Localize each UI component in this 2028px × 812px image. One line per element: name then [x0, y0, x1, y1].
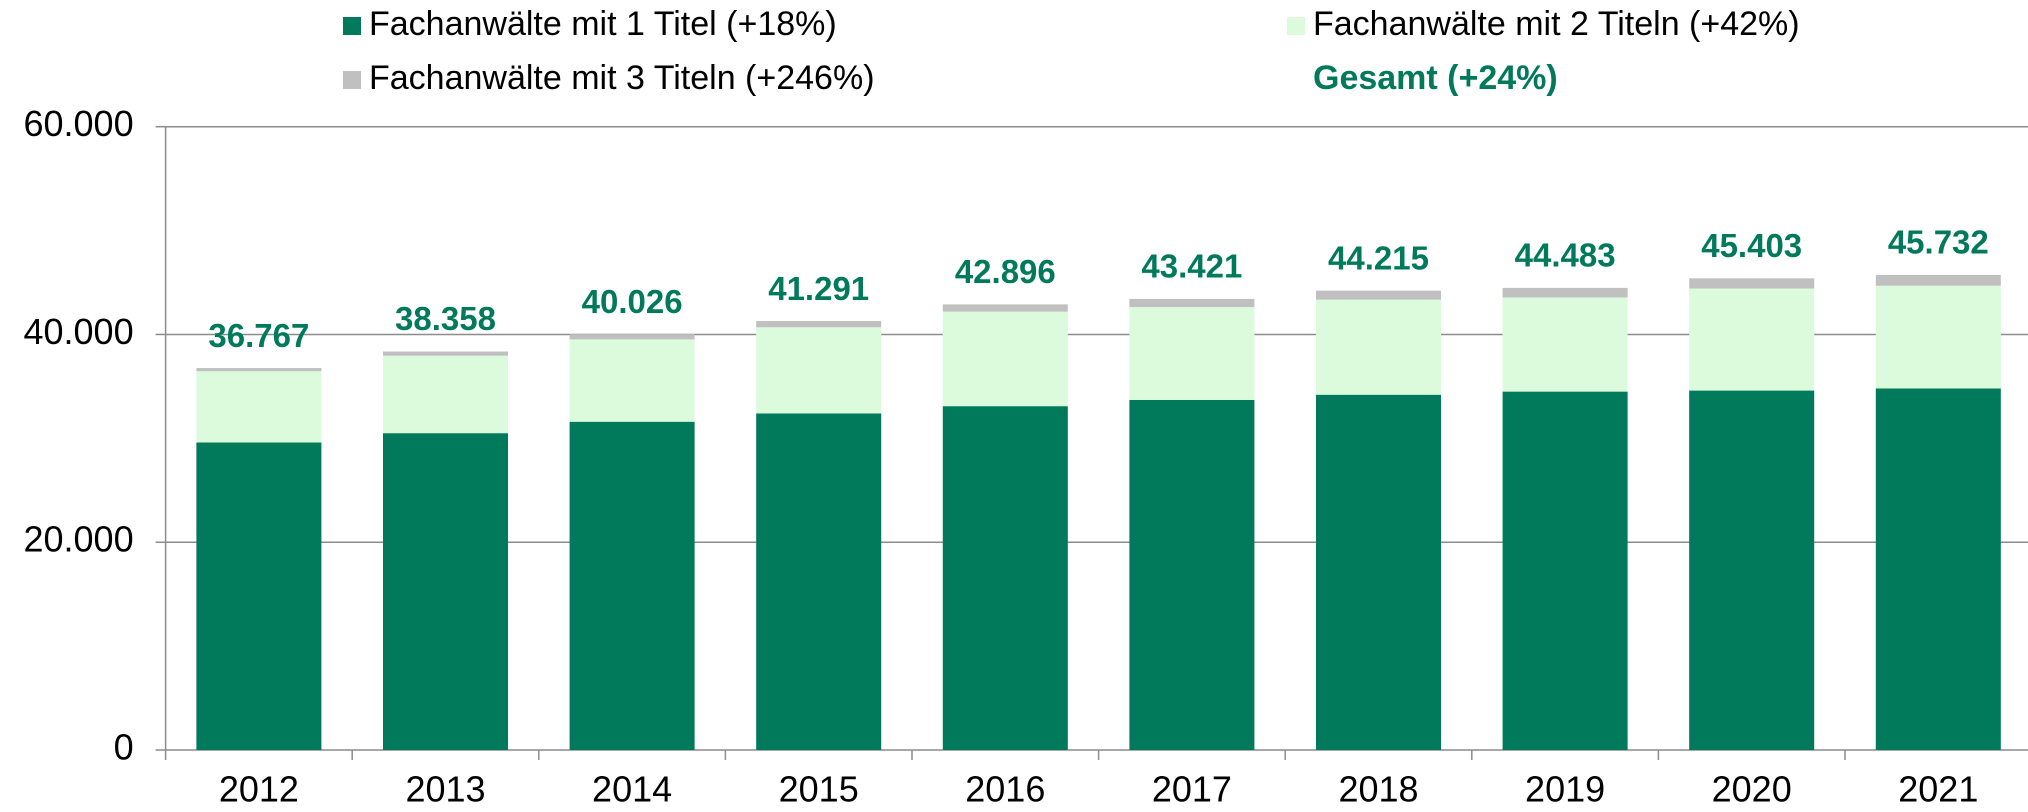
- legend-swatch: [343, 17, 361, 35]
- bar-segment: [1502, 287, 1628, 298]
- bar-segment: [1315, 299, 1442, 395]
- value-label: 42.896: [955, 253, 1056, 290]
- value-label: 38.358: [395, 300, 496, 337]
- bar-segment: [569, 421, 695, 750]
- legend-label: Fachanwälte mit 2 Titeln (+42%): [1313, 5, 1800, 43]
- bar-segment: [1502, 297, 1628, 392]
- x-tick-label: 2020: [1712, 769, 1792, 810]
- bar-segment: [756, 413, 882, 750]
- y-tick-label: 20.000: [23, 519, 133, 560]
- bar-segment: [756, 321, 882, 328]
- value-label: 36.767: [208, 317, 309, 354]
- bar-segment: [1875, 285, 2001, 389]
- bar-segment: [1689, 390, 1815, 750]
- y-tick-label: 0: [114, 727, 134, 768]
- bar-segment: [1875, 388, 2001, 750]
- x-tick-label: 2014: [592, 769, 672, 810]
- bar-segment: [942, 304, 1068, 312]
- value-label: 44.215: [1328, 239, 1429, 276]
- y-tick-label: 60.000: [23, 103, 133, 144]
- value-label: 43.421: [1141, 248, 1242, 285]
- x-tick-label: 2019: [1525, 769, 1605, 810]
- value-label: 45.403: [1701, 227, 1802, 264]
- bar-segment: [1875, 274, 2001, 286]
- x-tick-label: 2021: [1898, 769, 1978, 810]
- bar-segment: [569, 334, 695, 340]
- x-tick-label: 2015: [779, 769, 859, 810]
- legend-label: Fachanwälte mit 1 Titel (+18%): [369, 5, 837, 43]
- bar-segment: [196, 368, 322, 372]
- bar-segment: [382, 355, 509, 434]
- bar-segment: [569, 339, 695, 422]
- x-tick-label: 2016: [965, 769, 1045, 810]
- legend-swatch: [1287, 17, 1305, 35]
- bar-segment: [196, 442, 322, 750]
- value-label: 45.732: [1888, 224, 1989, 261]
- value-label: 41.291: [768, 270, 869, 307]
- bar-segment: [942, 311, 1068, 407]
- x-tick-label: 2018: [1338, 769, 1418, 810]
- bar-segment: [196, 371, 322, 443]
- bar-segment: [756, 327, 882, 414]
- bar-segment: [1129, 399, 1255, 750]
- bar-segment: [1129, 307, 1255, 400]
- bar-segment: [1315, 394, 1442, 750]
- bar-segment: [1689, 278, 1815, 289]
- legend-swatch: [343, 71, 361, 89]
- legend-label: Gesamt (+24%): [1313, 59, 1558, 97]
- x-tick-label: 2013: [405, 769, 485, 810]
- bar-segment: [1502, 391, 1628, 750]
- bar-segment: [1315, 290, 1442, 300]
- x-tick-label: 2017: [1152, 769, 1232, 810]
- bar-segment: [1129, 298, 1255, 308]
- bar-segment: [382, 351, 509, 356]
- bar-segment: [942, 406, 1068, 750]
- y-tick-label: 40.000: [23, 311, 133, 352]
- value-label: 40.026: [582, 283, 683, 320]
- bar-segment: [382, 433, 509, 750]
- legend-label: Fachanwälte mit 3 Titeln (+246%): [369, 59, 875, 97]
- value-label: 44.483: [1515, 237, 1616, 274]
- x-tick-label: 2012: [219, 769, 299, 810]
- bar-segment: [1689, 288, 1815, 391]
